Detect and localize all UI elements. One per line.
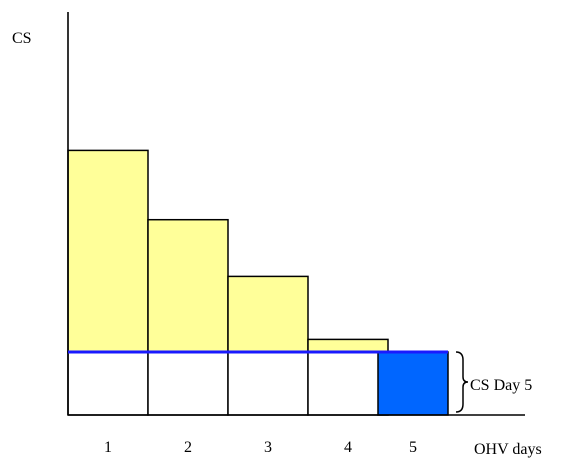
bars-group [67,149,449,416]
bar-2 [147,218,229,353]
y-axis-label: CS [12,30,32,47]
bar-4 [307,338,389,353]
x-tick-label-4: 4 [344,439,352,456]
bar-1 [67,149,149,353]
baseline-cell-5 [377,351,449,416]
x-tick-label-1: 1 [104,439,112,456]
x-tick-label-2: 2 [184,439,192,456]
baseline-cell-4 [307,351,389,416]
x-tick-labels: 1 2 3 4 5 [104,439,417,456]
baseline-brace [455,351,469,413]
x-tick-label-5: 5 [409,439,417,456]
bar-3 [227,275,309,353]
baseline-cell-3 [227,351,309,416]
x-axis-label: OHV days [474,441,542,458]
baseline-label: CS Day 5 [470,377,532,394]
baseline-cell-2 [147,351,229,416]
baseline-cell-1 [67,351,149,416]
x-tick-label-3: 3 [264,439,272,456]
